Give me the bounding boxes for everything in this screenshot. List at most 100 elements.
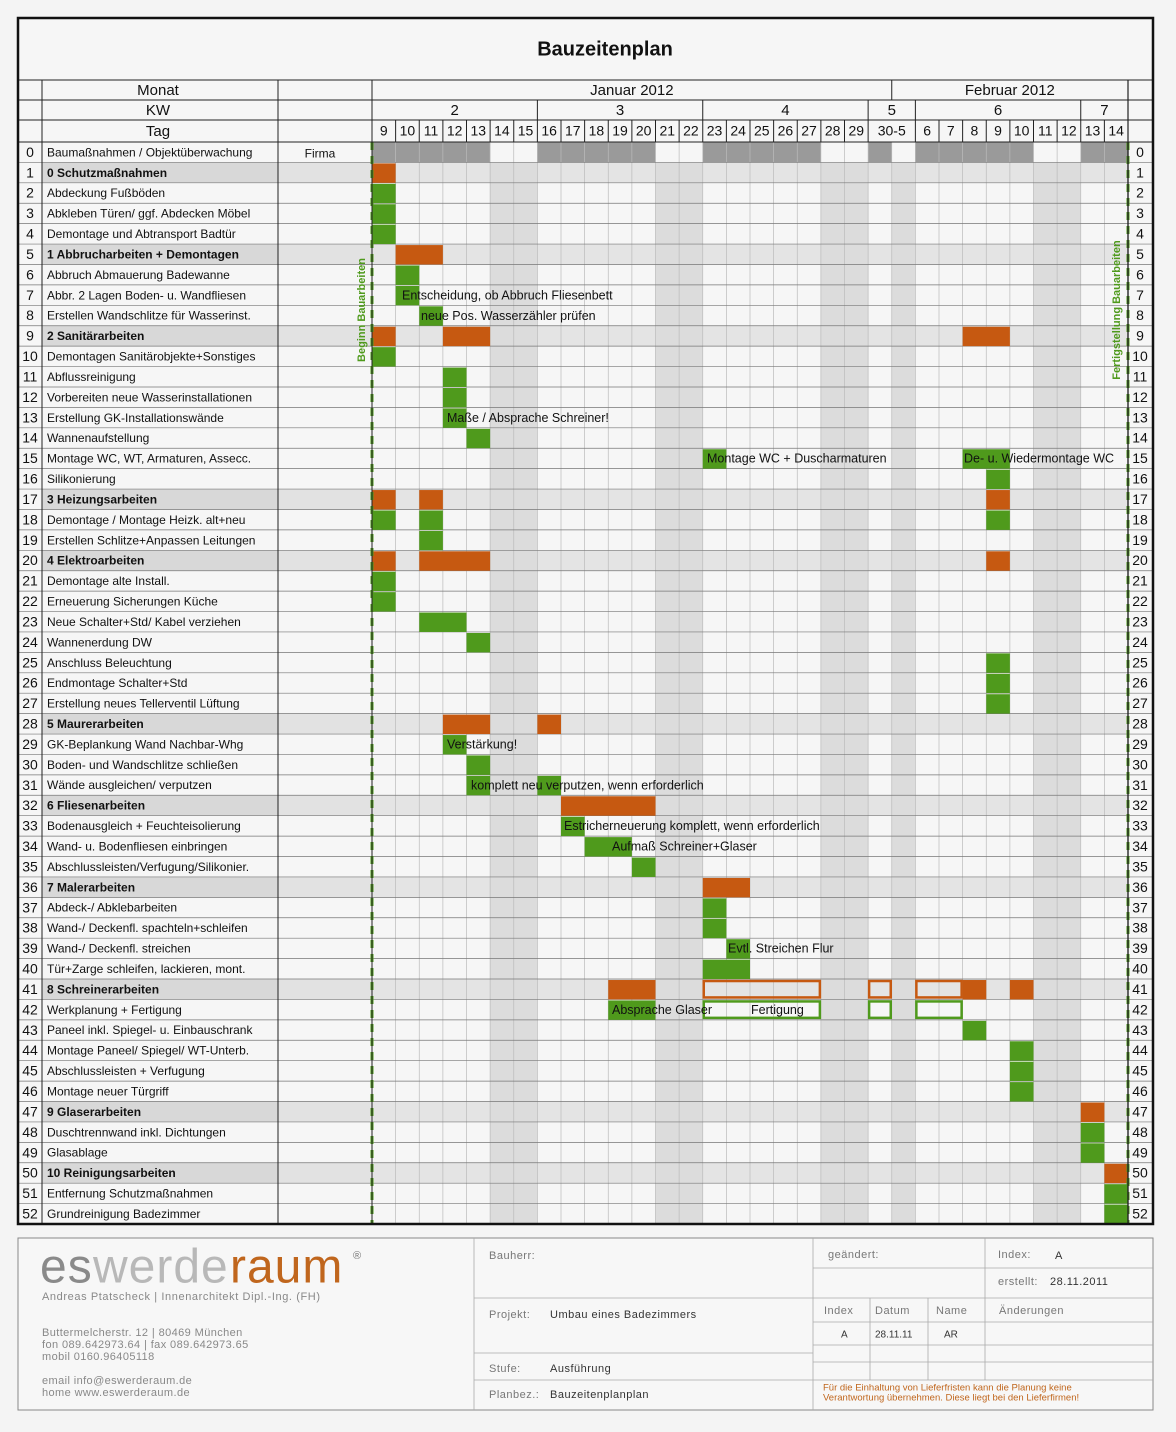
day-cell — [773, 142, 798, 163]
task-name: 10 Reinigungsarbeiten — [47, 1166, 176, 1180]
row-number: 43 — [22, 1022, 38, 1038]
day: 10 — [400, 123, 416, 139]
day-cell — [584, 856, 609, 877]
day-cell — [939, 550, 963, 571]
day-cell — [797, 182, 821, 204]
day-cell — [891, 713, 916, 735]
day-cell — [537, 795, 561, 816]
row-number: 8 — [1136, 307, 1144, 323]
day-cell — [868, 897, 892, 918]
day-cell — [490, 203, 514, 224]
day-cell — [726, 1101, 750, 1122]
day-cell — [1080, 570, 1105, 592]
day-cell — [1009, 550, 1034, 571]
schedule-bar — [1009, 1061, 1034, 1082]
day-cell — [868, 958, 892, 980]
day-cell — [726, 999, 750, 1020]
day-cell — [419, 836, 443, 857]
day-cell — [797, 876, 821, 898]
day-cell — [750, 713, 774, 735]
day-cell — [891, 529, 916, 551]
day-cell — [655, 142, 680, 163]
table-head: Datum — [875, 1305, 910, 1317]
day-cell — [655, 1162, 680, 1184]
day-cell — [820, 591, 845, 612]
day-cell — [702, 489, 727, 510]
day-cell — [915, 570, 939, 592]
day-cell — [490, 591, 514, 612]
day: 10 — [1014, 123, 1030, 139]
day-cell — [655, 366, 680, 387]
day-cell — [1033, 591, 1058, 612]
schedule-outline — [702, 979, 822, 999]
schedule-outline — [702, 1000, 822, 1020]
day-cell — [939, 1142, 963, 1163]
day-cell — [868, 938, 892, 959]
row-number: 3 — [1136, 205, 1144, 221]
day-cell — [773, 836, 798, 857]
day-cell — [986, 305, 1010, 326]
day-cell — [608, 468, 632, 490]
day-cell — [679, 815, 703, 837]
day-cell — [679, 836, 703, 857]
day-cell — [466, 958, 491, 980]
day-cell — [1080, 427, 1105, 449]
day-cell — [655, 1142, 680, 1163]
day-cell — [466, 591, 491, 612]
day-cell — [1009, 815, 1034, 837]
day-cell — [631, 1162, 656, 1184]
day-cell — [915, 815, 939, 837]
day-cell — [891, 570, 916, 592]
day-cell — [1033, 570, 1058, 592]
day-cell — [419, 264, 443, 285]
day-cell — [844, 795, 869, 816]
day-cell — [1057, 162, 1081, 183]
day-cell — [986, 1142, 1010, 1163]
day-cell — [797, 529, 821, 551]
day-cell — [844, 631, 869, 653]
address: mobil 0160.96405118 — [42, 1351, 155, 1363]
row-number: 49 — [22, 1144, 38, 1160]
day-cell — [915, 672, 939, 694]
section-bg — [278, 550, 372, 571]
day-cell — [1057, 938, 1081, 959]
day-cell — [820, 366, 845, 387]
day-cell — [537, 468, 561, 490]
day-cell — [1009, 366, 1034, 387]
day-cell — [608, 407, 632, 428]
day-cell — [844, 1040, 869, 1061]
day-cell — [726, 427, 750, 449]
day-cell — [986, 1081, 1010, 1102]
schedule-outline — [867, 1000, 892, 1020]
day-cell — [1057, 856, 1081, 877]
day-cell — [750, 529, 774, 551]
day-cell — [773, 672, 798, 694]
day-cell — [631, 958, 656, 980]
day-cell — [655, 1121, 680, 1143]
schedule-bar — [702, 898, 727, 918]
day: 29 — [849, 123, 865, 139]
day-cell — [442, 570, 467, 592]
day-cell — [820, 284, 845, 306]
day-cell — [1080, 774, 1105, 796]
day-cell — [773, 203, 798, 224]
day-cell — [797, 1060, 821, 1082]
day-cell — [655, 162, 680, 183]
day-cell — [915, 693, 939, 714]
day-cell — [844, 489, 869, 510]
day-cell — [466, 979, 491, 1000]
day-cell — [1009, 448, 1034, 469]
day-cell — [1080, 489, 1105, 510]
schedule-outline — [915, 1000, 963, 1020]
day-cell — [513, 386, 538, 408]
day-cell — [844, 999, 869, 1020]
schedule-bar — [372, 592, 396, 612]
day-cell — [820, 1142, 845, 1163]
day-cell — [820, 182, 845, 204]
day-cell — [891, 856, 916, 877]
day-cell — [773, 1101, 798, 1122]
day-cell — [584, 1040, 609, 1061]
schedule-bar — [726, 939, 750, 959]
schedule-bar — [419, 510, 443, 530]
day-cell — [915, 734, 939, 755]
